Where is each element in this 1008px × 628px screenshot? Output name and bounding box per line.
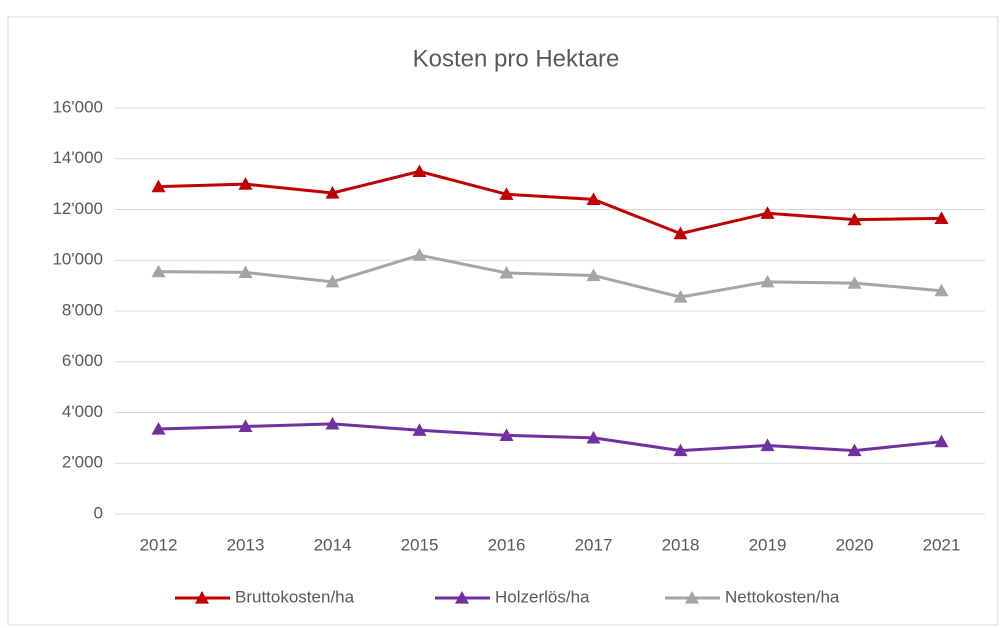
y-tick-label: 12'000 — [52, 199, 103, 218]
marker — [934, 283, 949, 297]
marker — [151, 421, 166, 435]
x-tick-label: 2018 — [662, 535, 700, 554]
marker — [412, 164, 427, 178]
x-tick-label: 2021 — [923, 535, 961, 554]
marker — [673, 443, 688, 457]
marker — [238, 265, 253, 279]
x-tick-label: 2016 — [488, 535, 526, 554]
y-tick-label: 0 — [94, 503, 103, 522]
series-line — [158, 169, 942, 236]
legend-marker — [455, 591, 469, 604]
marker — [412, 423, 427, 436]
series-line — [158, 253, 942, 299]
x-tick-label: 2017 — [575, 535, 613, 554]
x-tick-label: 2013 — [227, 535, 265, 554]
y-tick-label: 6'000 — [62, 351, 103, 370]
x-tick-label: 2015 — [401, 535, 439, 554]
marker — [151, 264, 166, 278]
marker — [151, 179, 166, 193]
legend-label: Nettokosten/ha — [725, 587, 840, 606]
y-tick-label: 14'000 — [52, 148, 103, 167]
marker — [760, 274, 775, 288]
marker — [238, 177, 253, 190]
marker — [325, 274, 340, 288]
marker — [847, 443, 862, 457]
marker — [325, 186, 340, 199]
y-tick-label: 4'000 — [62, 402, 103, 421]
series-line — [158, 422, 942, 453]
marker — [499, 187, 514, 200]
legend-marker — [685, 591, 699, 604]
marker — [673, 226, 688, 240]
marker — [673, 290, 688, 303]
marker — [760, 206, 775, 219]
y-tick-label: 16'000 — [52, 97, 103, 116]
marker — [412, 248, 427, 261]
legend-label: Bruttokosten/ha — [235, 587, 355, 606]
chart-border — [7, 16, 999, 626]
marker — [847, 276, 862, 289]
marker — [586, 192, 601, 205]
legend-marker — [195, 591, 209, 604]
marker — [586, 430, 601, 444]
marker — [325, 416, 340, 430]
y-tick-label: 2'000 — [62, 453, 103, 472]
x-tick-label: 2020 — [836, 535, 874, 554]
x-tick-label: 2012 — [140, 535, 178, 554]
x-tick-label: 2014 — [314, 535, 352, 554]
chart-title: Kosten pro Hektare — [413, 45, 620, 72]
marker — [847, 212, 862, 226]
marker — [934, 211, 949, 224]
marker — [238, 419, 253, 433]
y-tick-label: 10'000 — [52, 250, 103, 269]
marker — [499, 265, 514, 279]
y-tick-label: 8'000 — [62, 300, 103, 319]
marker — [760, 438, 775, 452]
marker — [934, 434, 949, 448]
legend-label: Holzerlös/ha — [495, 587, 590, 606]
marker — [499, 428, 514, 441]
marker — [586, 268, 601, 282]
x-tick-label: 2019 — [749, 535, 787, 554]
